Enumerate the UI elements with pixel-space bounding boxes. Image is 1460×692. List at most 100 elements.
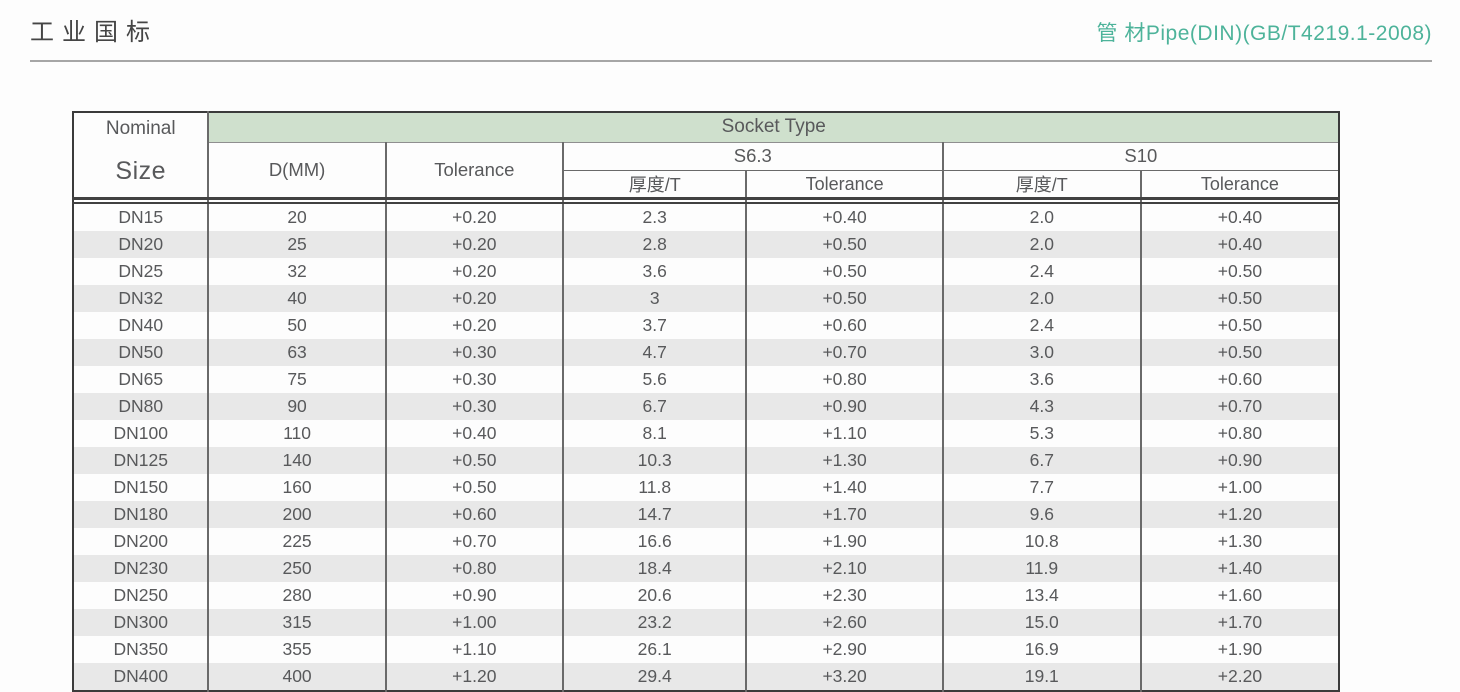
pipe-spec-table: Nominal Size Socket Type D(MM) Tolerance… [72,111,1340,692]
table-row: DN180 200 +0.60 14.7 +1.70 9.6 +1.20 [73,500,1339,528]
table-cell: 3 [562,284,748,312]
table-row: DN350 355 +1.10 26.1 +2.90 16.9 +1.90 [73,635,1339,663]
table-cell: 400 [208,662,387,691]
table-cell: 16.9 [942,635,1142,663]
table-cell: +0.30 [385,338,564,366]
table-cell: +0.90 [746,392,944,420]
table-cell: 20 [208,202,387,231]
table-cell: +1.90 [1217,638,1263,659]
table-cell: 29.4 [562,662,748,691]
table-cell: +3.20 [746,662,944,691]
header-s63: S6.3 [562,142,944,171]
table-cell: DN50 [73,338,210,366]
table-cell: DN230 [73,554,210,582]
table-cell: +0.20 [385,311,564,339]
section-title: 管 材Pipe(DIN)(GB/T4219.1-2008) [1096,22,1432,45]
table-cell: +0.50 [1217,314,1263,335]
table-cell: 200 [208,500,387,528]
table-row: DN32 40 +0.20 3 +0.50 2.0 +0.50 [73,284,1339,312]
table-row: DN80 90 +0.30 6.7 +0.90 4.3 +0.70 [73,392,1339,420]
table-cell: DN180 [73,500,210,528]
header-row-2: D(MM) Tolerance S6.3 S10 [73,142,1339,199]
table-cell: +0.60 [1217,368,1263,389]
table-body: DN15 20 +0.20 2.3 +0.40 2.0 +0.40 DN20 25 +0.20 2.… [73,197,1339,691]
table-cell: DN65 [73,365,210,393]
header-thickness-s63: 厚度/T [562,170,748,199]
table-cell: DN100 [73,419,210,447]
titlebar: 工业国标 管 材Pipe(DIN)(GB/T4219.1-2008) [30,12,1432,47]
table-cell: +0.20 [385,284,564,312]
table-cell: 4.7 [562,338,748,366]
table-cell: DN15 [73,202,210,231]
table-cell: +0.50 [746,230,944,258]
header-row-3: 厚度/T Tolerance 厚度/T Tolerance [73,170,1339,199]
table-cell: 14.7 [562,500,748,528]
table-row: DN65 75 +0.30 5.6 +0.80 3.6 +0.60 [73,365,1339,393]
table-cell: 225 [208,527,387,555]
table-cell: +0.60 [385,500,564,528]
table-cell: +1.00 [385,608,564,636]
table-cell: 280 [208,581,387,609]
table-row: DN20 25 +0.20 2.8 +0.50 2.0 +0.40 [73,230,1339,258]
table-cell: +0.90 [385,581,564,609]
table-cell: 50 [208,311,387,339]
table-cell: +1.30 [746,446,944,474]
table-cell: +1.70 [1140,608,1339,636]
header-nominal-label: Nominal [105,118,176,139]
table-cell: DN20 [73,230,210,258]
table-cell: 2.0 [942,284,1142,312]
table-cell: +1.10 [746,419,944,447]
table-cell: 250 [208,554,387,582]
nominal-size-stack: Nominal Size [74,113,207,197]
table-cell: +2.10 [746,554,944,582]
header-thickness-s10: 厚度/T [942,170,1142,199]
table-cell: +0.40 [746,202,944,231]
table-cell: 9.6 [942,500,1142,528]
table-cell: +1.40 [746,473,944,501]
table-cell: +2.60 [746,608,944,636]
table-cell: +1.20 [385,662,564,691]
table-cell: 315 [208,608,387,636]
table-row: DN25 32 +0.20 3.6 +0.50 2.4 +0.50 [73,257,1339,285]
table-cell: +2.90 [746,635,944,663]
table-cell: +0.70 [746,338,944,366]
table-cell: 23.2 [562,608,748,636]
table-cell: 63 [208,338,387,366]
table-cell: 13.4 [942,581,1142,609]
table-cell: 20.6 [562,581,748,609]
table-cell: +0.50 [385,473,564,501]
table-cell: 2.0 [942,202,1142,231]
table-cell: 2.3 [562,202,748,231]
table-cell: +1.90 [746,527,944,555]
table-row: DN230 250 +0.80 18.4 +2.10 11.9 +1.40 [73,554,1339,582]
table-cell: 32 [208,257,387,285]
table-row: DN100 110 +0.40 8.1 +1.10 5.3 +0.80 [73,419,1339,447]
header-s10: S10 [942,142,1339,171]
table-header: Nominal Size Socket Type D(MM) Tolerance… [73,112,1339,199]
page-title: 工业国标 [30,19,158,46]
table-cell: +1.20 [1140,500,1339,528]
table-cell: +0.50 [1217,260,1263,281]
table-cell: DN200 [73,527,210,555]
table-cell: 2.4 [942,311,1142,339]
table-cell: DN125 [73,446,210,474]
header-tolerance-s63: Tolerance [746,170,944,199]
table-cell: +1.10 [385,635,564,663]
table-cell: 11.9 [942,554,1142,582]
table-cell: 3.7 [562,311,748,339]
table-cell: +0.50 [746,257,944,285]
table-cell: 6.7 [562,392,748,420]
table-cell: 19.1 [942,662,1142,691]
table-cell: +0.50 [746,284,944,312]
table-cell: DN250 [73,581,210,609]
table-cell: +0.60 [746,311,944,339]
table-cell: +0.30 [385,392,564,420]
table-cell: 26.1 [562,635,748,663]
table-cell: +1.30 [1217,530,1263,551]
table-cell: 16.6 [562,527,748,555]
table-cell: 18.4 [562,554,748,582]
table-row: DN300 315 +1.00 23.2 +2.60 15.0 +1.70 [73,608,1339,636]
table-cell: DN40 [73,311,210,339]
header-row-1: Nominal Size Socket Type [73,112,1339,199]
table-cell: 6.7 [942,446,1142,474]
